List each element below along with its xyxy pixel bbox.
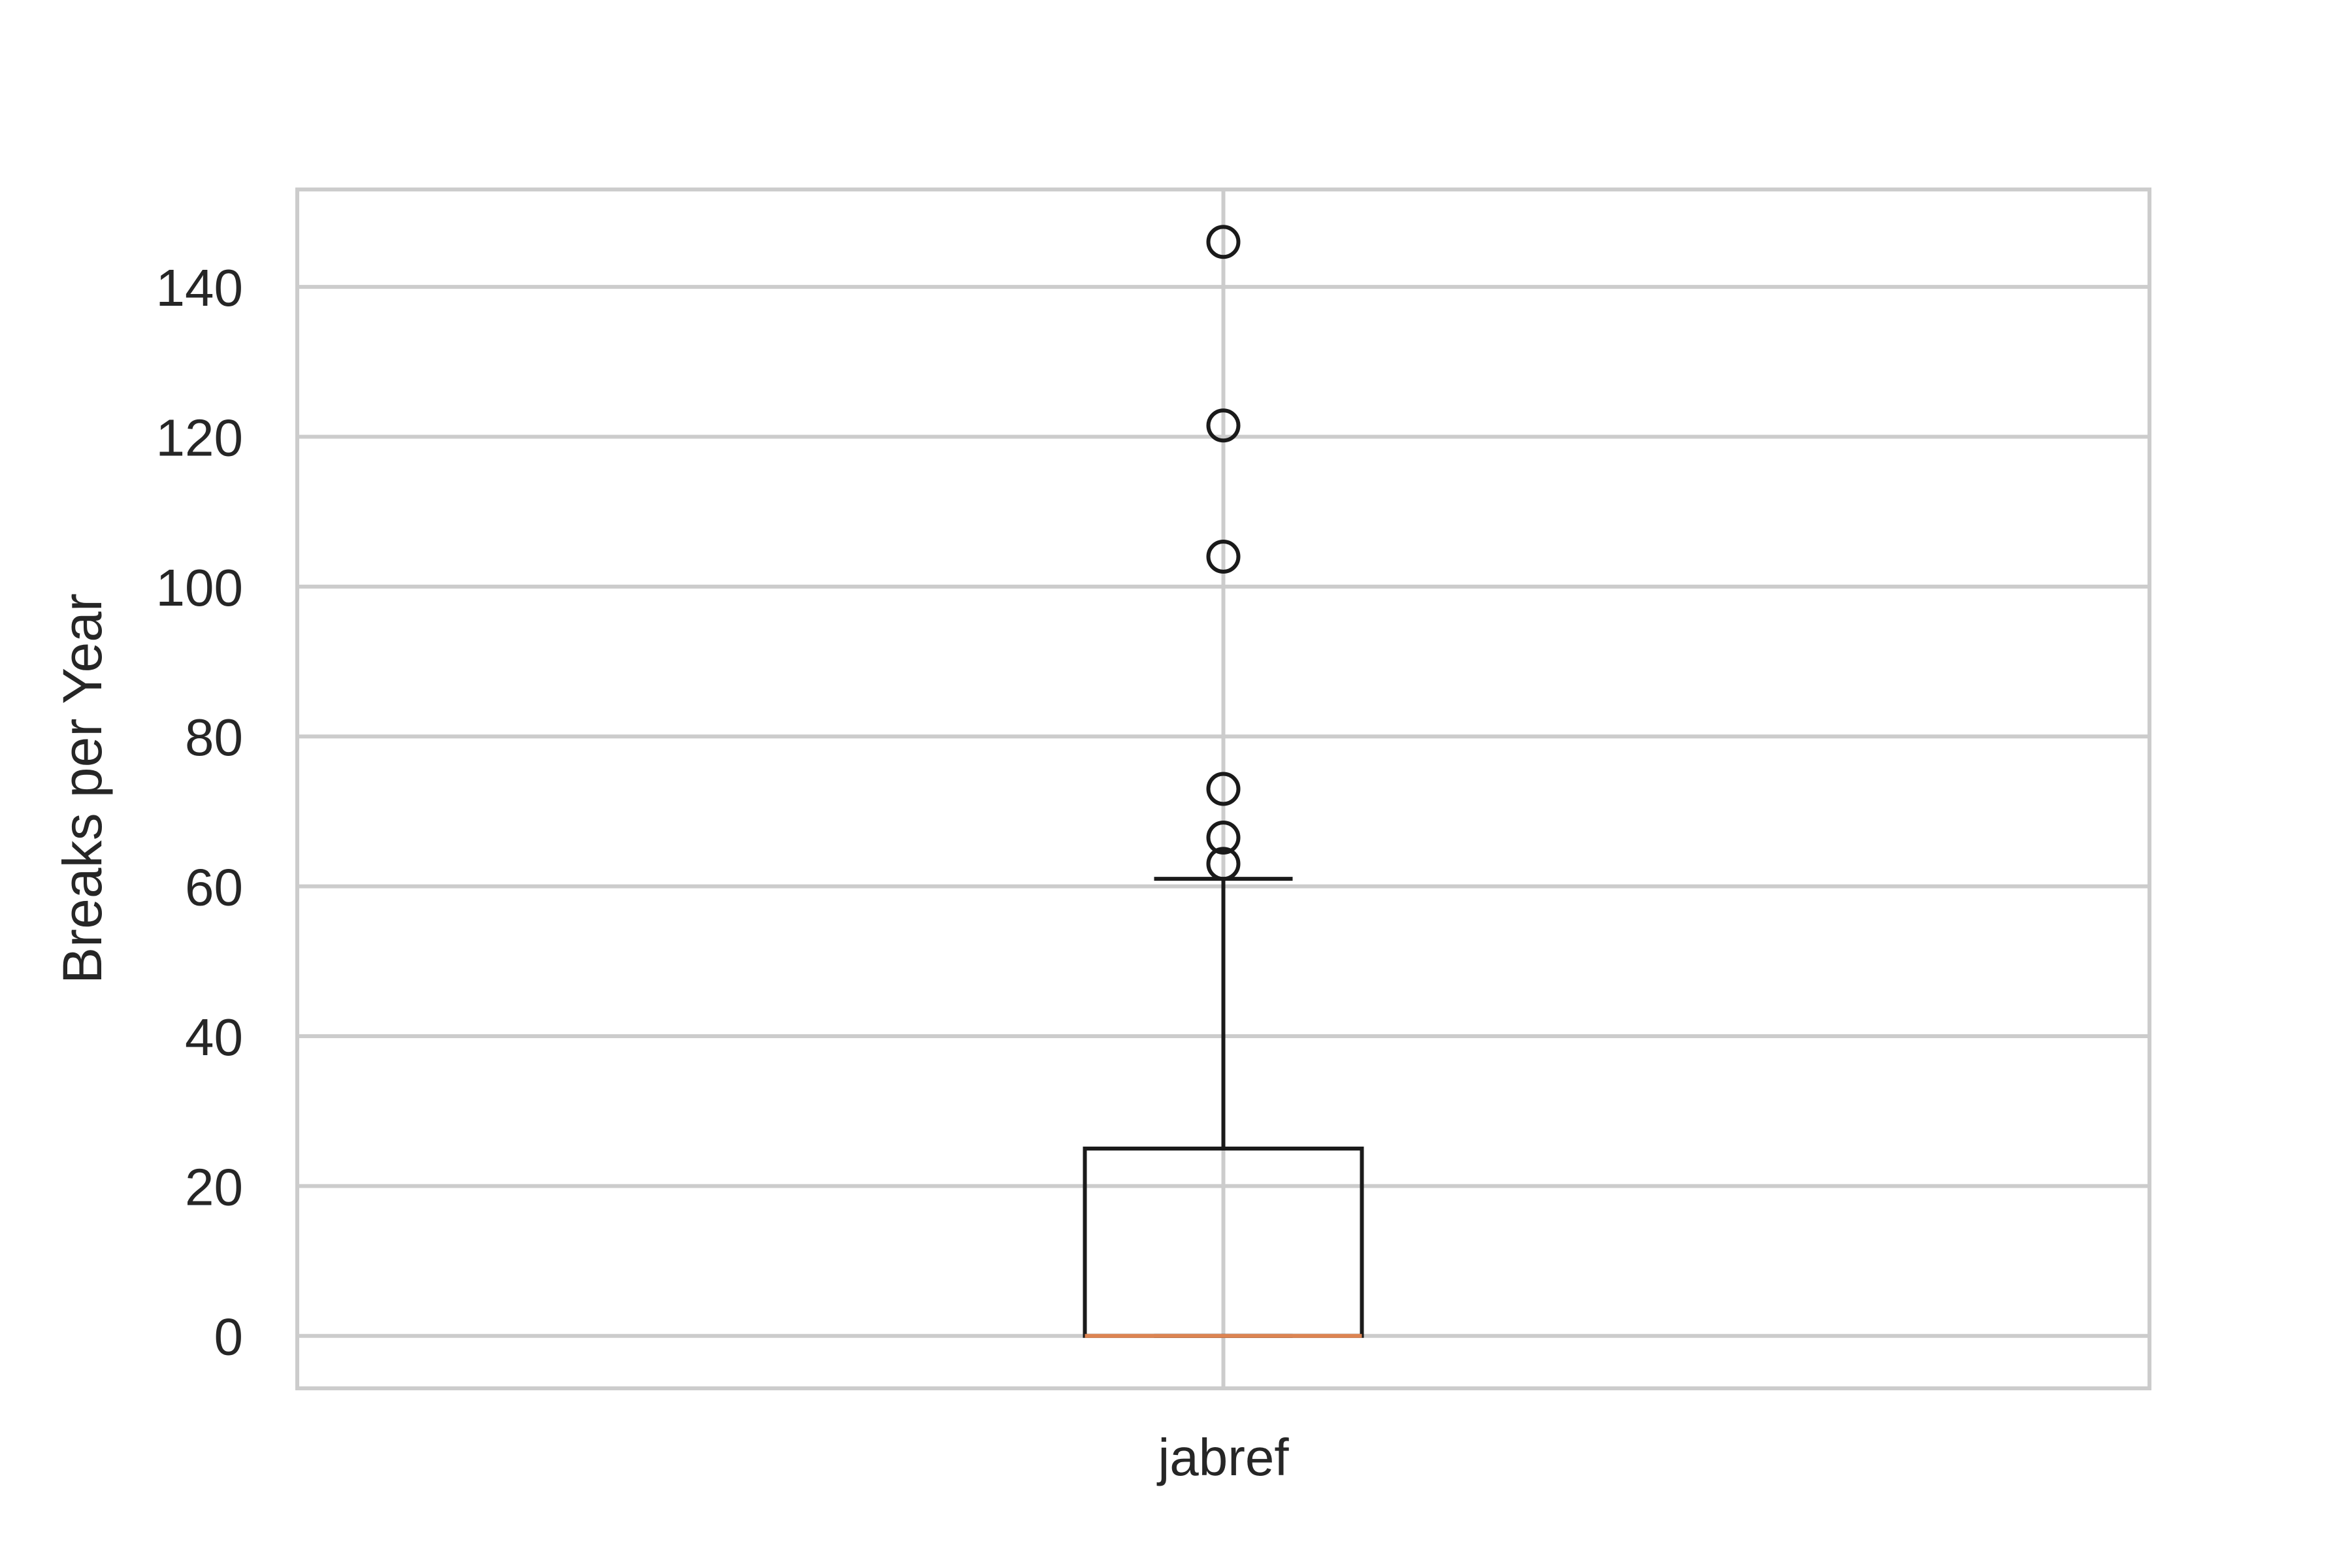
y-tick-label: 40 (185, 1008, 243, 1066)
y-tick-labels: 0 20 40 60 80 100 120 140 (156, 259, 243, 1366)
y-tick-label: 100 (156, 559, 243, 617)
y-tick-label: 140 (156, 259, 243, 317)
y-tick-label: 0 (214, 1308, 244, 1366)
outlier-point (1206, 847, 1241, 881)
y-axis-label: Breaks per Year (52, 593, 113, 984)
x-tick-labels: jabref (1156, 1428, 1289, 1486)
box-layer (1083, 225, 1364, 1338)
outlier-point (1206, 772, 1241, 806)
outlier-point (1206, 821, 1241, 855)
y-tick-label: 120 (156, 408, 243, 466)
outlier-point (1206, 225, 1241, 259)
y-tick-label: 20 (185, 1158, 243, 1216)
y-tick-label: 60 (185, 858, 243, 917)
x-tick-label: jabref (1156, 1428, 1289, 1486)
outlier-point (1206, 539, 1241, 574)
plot-frame (295, 188, 2151, 1390)
outlier-point (1206, 408, 1241, 443)
grid-lines (297, 189, 2149, 1388)
y-tick-label: 80 (185, 708, 243, 766)
